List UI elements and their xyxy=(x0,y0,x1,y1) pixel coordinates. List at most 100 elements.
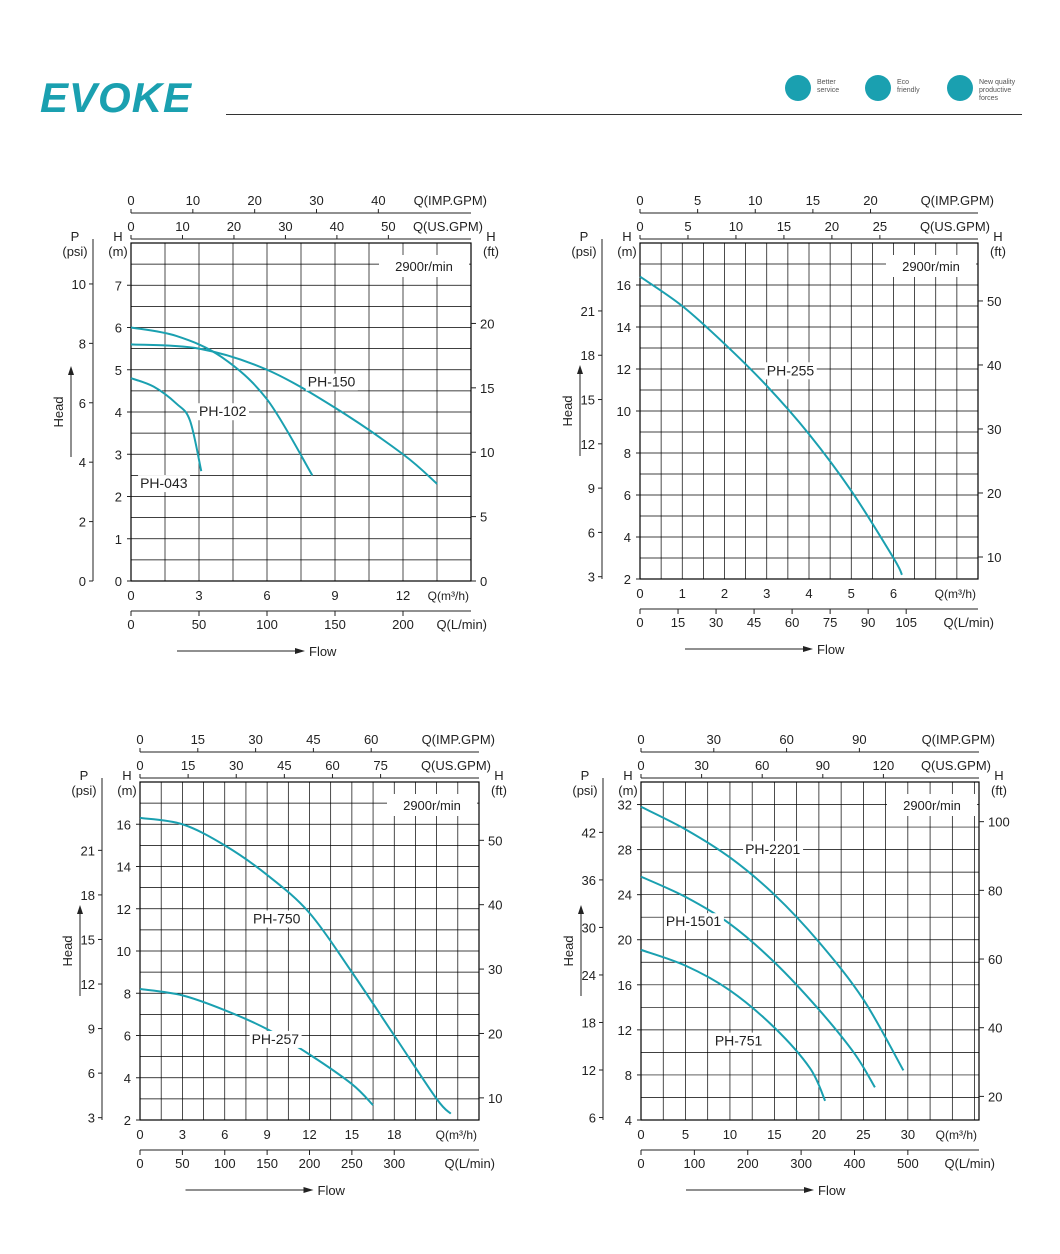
p-axis-title: P xyxy=(580,229,589,244)
curve-ph-043 xyxy=(130,377,203,472)
p-tick-label: 6 xyxy=(588,525,595,540)
x-tick-label: 20 xyxy=(812,1127,826,1142)
h-tick-label: 4 xyxy=(625,1113,632,1128)
p-tick-label: 4 xyxy=(79,455,86,470)
curve-ph-1501 xyxy=(640,875,876,1088)
h-tick-label: 2 xyxy=(115,490,122,505)
impgpm-tick-label: 60 xyxy=(779,732,793,747)
usgpm-tick-label: 15 xyxy=(777,219,791,234)
h-tick-label: 32 xyxy=(618,798,632,813)
x-tick-label: 3 xyxy=(763,586,770,601)
h-tick-label: 2 xyxy=(624,572,631,587)
h-tick-label: 16 xyxy=(618,978,632,993)
ft-tick-label: 20 xyxy=(480,316,494,331)
h-tick-label: 6 xyxy=(624,488,631,503)
x-tick-label: 5 xyxy=(682,1127,689,1142)
p-tick-label: 24 xyxy=(582,968,596,983)
lmin-tick-label: 60 xyxy=(785,615,799,630)
impgpm-tick-label: 0 xyxy=(136,732,143,747)
p-tick-label: 18 xyxy=(582,1015,596,1030)
ft-axis-unit: (ft) xyxy=(990,244,1006,259)
usgpm-tick-label: 0 xyxy=(637,758,644,773)
x-tick-label: 15 xyxy=(767,1127,781,1142)
h-axis-title: H xyxy=(113,229,122,244)
p-tick-label: 9 xyxy=(88,1022,95,1037)
lmin-tick-label: 30 xyxy=(709,615,723,630)
badge-text: service xyxy=(817,87,840,94)
impgpm-tick-label: 5 xyxy=(694,193,701,208)
h-tick-label: 20 xyxy=(618,933,632,948)
head-axis-label: Head xyxy=(60,935,75,966)
ft-axis-title: H xyxy=(994,768,1003,783)
lmin-tick-label: 200 xyxy=(737,1156,759,1171)
flow-arrow-icon xyxy=(804,1187,814,1193)
p-tick-label: 21 xyxy=(581,304,595,319)
usgpm-tick-label: 75 xyxy=(373,758,387,773)
series-label: PH-257 xyxy=(252,1031,300,1047)
p-tick-label: 2 xyxy=(79,515,86,530)
ft-tick-label: 50 xyxy=(987,294,1001,309)
h-tick-label: 12 xyxy=(617,362,631,377)
x-tick-label: 6 xyxy=(890,586,897,601)
x-tick-label: 1 xyxy=(679,586,686,601)
flow-arrow-icon xyxy=(295,648,305,654)
lmin-tick-label: 250 xyxy=(341,1156,363,1171)
ft-tick-label: 30 xyxy=(987,422,1001,437)
p-axis-unit: (psi) xyxy=(71,783,96,798)
badge-text: Better xyxy=(817,79,836,86)
h-tick-label: 8 xyxy=(625,1068,632,1083)
impgpm-tick-label: 90 xyxy=(852,732,866,747)
speed-label-bg xyxy=(886,255,976,277)
lmin-tick-label: 150 xyxy=(324,617,346,632)
gear-icon xyxy=(947,75,973,101)
ft-tick-label: 40 xyxy=(488,898,502,913)
usgpm-tick-label: 60 xyxy=(325,758,339,773)
lmin-tick-label: 400 xyxy=(844,1156,866,1171)
ft-tick-label: 10 xyxy=(987,550,1001,565)
usgpm-tick-label: 30 xyxy=(694,758,708,773)
usgpm-tick-label: 120 xyxy=(873,758,895,773)
service-person-icon xyxy=(785,75,811,101)
usgpm-tick-label: 25 xyxy=(873,219,887,234)
series-label-bg xyxy=(743,841,804,859)
ft-tick-label: 100 xyxy=(988,815,1010,830)
x-tick-label: 0 xyxy=(136,1127,143,1142)
chart-panel-3: 2900r/minH(m)246810121416P(psi)369121518… xyxy=(60,732,507,1198)
usgpm-tick-label: 15 xyxy=(181,758,195,773)
p-axis-title: P xyxy=(581,768,590,783)
p-axis-title: P xyxy=(80,768,89,783)
usgpm-tick-label: 0 xyxy=(636,219,643,234)
head-arrow-icon xyxy=(578,905,584,914)
curve-ph-102 xyxy=(130,326,314,476)
lmin-tick-label: 300 xyxy=(383,1156,405,1171)
head-axis-label: Head xyxy=(560,395,575,426)
ft-tick-label: 40 xyxy=(987,358,1001,373)
p-tick-label: 36 xyxy=(582,873,596,888)
impgpm-axis-unit: Q(IMP.GPM) xyxy=(921,193,994,208)
p-tick-label: 6 xyxy=(88,1066,95,1081)
ft-tick-label: 50 xyxy=(488,833,502,848)
speed-label: 2900r/min xyxy=(403,798,461,813)
lmin-tick-label: 200 xyxy=(299,1156,321,1171)
lmin-tick-label: 300 xyxy=(790,1156,812,1171)
ft-axis-unit: (ft) xyxy=(491,783,507,798)
curve-ph-150 xyxy=(130,343,438,485)
lmin-tick-label: 105 xyxy=(895,615,917,630)
lmin-axis-unit: Q(L/min) xyxy=(444,1156,495,1171)
brand-logo: EVOKE xyxy=(40,74,193,121)
h-tick-label: 4 xyxy=(624,530,631,545)
lmin-tick-label: 100 xyxy=(214,1156,236,1171)
lmin-tick-label: 15 xyxy=(671,615,685,630)
ft-axis-title: H xyxy=(494,768,503,783)
p-tick-label: 6 xyxy=(79,396,86,411)
lmin-axis-unit: Q(L/min) xyxy=(944,1156,995,1171)
speed-label: 2900r/min xyxy=(903,798,961,813)
p-tick-label: 30 xyxy=(582,920,596,935)
impgpm-tick-label: 30 xyxy=(248,732,262,747)
h-tick-label: 5 xyxy=(115,363,122,378)
ft-tick-label: 20 xyxy=(987,486,1001,501)
chart-panel-1: 2900r/minH(m)01234567P(psi)0246810HeadH(… xyxy=(51,193,499,659)
x-tick-label: 9 xyxy=(264,1127,271,1142)
impgpm-tick-label: 45 xyxy=(306,732,320,747)
